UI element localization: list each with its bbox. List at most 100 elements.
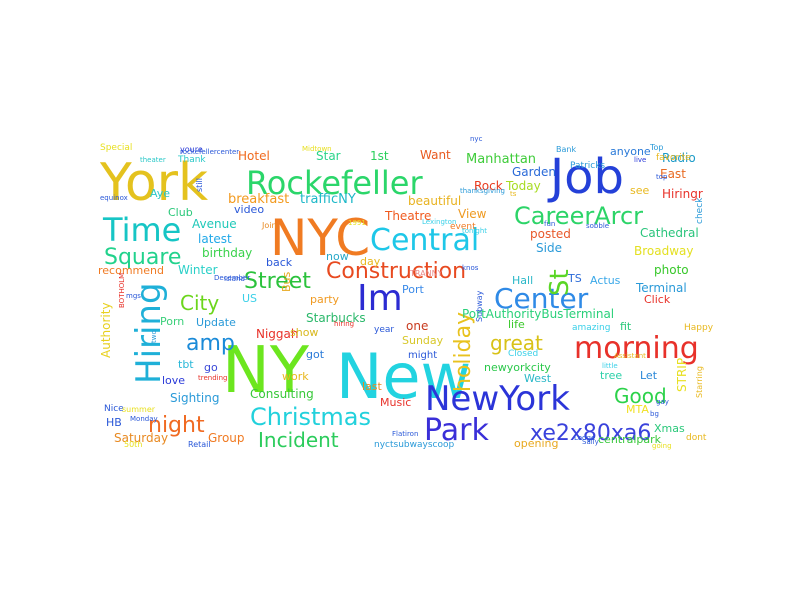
- word-cloud-word: favorite: [656, 153, 691, 163]
- word-cloud-word: Top: [649, 143, 664, 152]
- word-cloud-word: dont: [686, 433, 707, 443]
- word-cloud-word: Sally: [582, 438, 599, 446]
- word-cloud-word: BOTHOLM: [118, 273, 126, 308]
- word-cloud-word: tbt: [178, 358, 194, 371]
- word-cloud-word: Starbucks: [306, 311, 366, 325]
- word-cloud-word: Square: [104, 245, 181, 270]
- word-cloud-word: Broadway: [634, 244, 693, 258]
- word-cloud-word: Midtown: [302, 145, 332, 153]
- word-cloud-word: Hiringr: [662, 187, 703, 201]
- word-cloud-word: Bank: [556, 145, 576, 154]
- word-cloud-word: year: [374, 325, 394, 335]
- word-cloud-word: Good: [614, 384, 667, 408]
- word-cloud-word: centralpark: [598, 433, 662, 446]
- word-cloud-word: NewYork: [425, 379, 570, 419]
- word-cloud-word: one: [406, 319, 428, 333]
- word-cloud-word: Saturday: [114, 431, 168, 445]
- word-cloud-word: Hall: [512, 274, 533, 287]
- word-cloud-word: Subway: [475, 290, 484, 322]
- word-cloud-word: still: [195, 178, 204, 192]
- word-cloud-word: MTA: [626, 403, 649, 416]
- word-cloud-word: ts: [510, 190, 517, 198]
- word-cloud-word: opening: [514, 437, 558, 450]
- word-cloud-word: Center: [494, 282, 589, 315]
- word-cloud-word: see: [630, 184, 649, 197]
- word-cloud-word: sobble: [586, 222, 609, 230]
- word-cloud-word: going: [652, 442, 672, 450]
- word-cloud-word: Manhattan: [466, 152, 536, 167]
- word-cloud-word: Niggah: [256, 327, 299, 341]
- word-cloud-word: Aye: [150, 187, 170, 200]
- word-cloud-word: Actus: [590, 274, 621, 287]
- word-cloud-word: youre: [180, 145, 203, 154]
- word-cloud-word: Street: [244, 269, 311, 294]
- word-cloud-word: Music: [380, 396, 411, 409]
- word-cloud-word: mgs: [126, 292, 141, 300]
- word-cloud-word: holiday: [451, 312, 476, 392]
- word-cloud-word: East: [660, 167, 686, 181]
- word-cloud-word: Construction: [326, 259, 466, 284]
- word-cloud-word: Club: [168, 206, 193, 219]
- word-cloud-word: Let: [640, 369, 658, 382]
- word-cloud-word: Hiring: [129, 282, 169, 384]
- word-cloud-word: Winter: [178, 263, 218, 277]
- word-cloud-word: Garden: [512, 165, 556, 179]
- word-cloud-word: Flatiron: [392, 430, 418, 438]
- word-cloud-word: bg: [650, 410, 659, 418]
- word-cloud-word: last: [362, 380, 383, 393]
- word-cloud-word: Want: [420, 148, 451, 162]
- word-cloud-word: morning: [574, 331, 699, 366]
- word-cloud-word: Lodge: [574, 434, 595, 442]
- word-cloud-word: live: [634, 156, 646, 164]
- word-cloud-word: TS: [567, 272, 582, 285]
- word-cloud-word: CareerArcr: [514, 202, 643, 230]
- word-cloud-word: West: [524, 372, 552, 385]
- word-cloud-word: STRIP: [675, 358, 689, 392]
- word-cloud-word: Lexington: [422, 218, 456, 226]
- word-cloud-word: Bus: [280, 271, 293, 292]
- word-cloud-word: Starring: [695, 366, 704, 398]
- word-cloud-word: little: [602, 362, 618, 370]
- word-cloud-word: trafficNY: [300, 192, 356, 207]
- word-cloud-word: amp: [186, 331, 235, 356]
- word-cloud-word: party: [310, 293, 340, 306]
- word-cloud-word: York: [99, 153, 208, 213]
- word-cloud-word: Consulting: [250, 387, 314, 401]
- word-cloud-word: fun: [544, 220, 555, 228]
- word-cloud-word: Job: [547, 149, 624, 205]
- word-cloud-word: Christmas: [250, 403, 371, 431]
- word-cloud-word: breakfast: [228, 192, 289, 207]
- word-cloud-word: Side: [536, 241, 562, 255]
- word-cloud-word: New: [336, 340, 471, 413]
- word-cloud-word: Theatre: [384, 209, 431, 223]
- word-cloud-word: summer: [122, 405, 156, 414]
- word-cloud-word: Nice: [104, 404, 124, 414]
- word-cloud-word: check: [695, 197, 705, 224]
- word-cloud-word: knos: [462, 264, 479, 272]
- word-cloud-word: go: [204, 361, 218, 374]
- word-cloud-word: 1991: [348, 219, 366, 227]
- word-cloud-word: St: [545, 269, 575, 296]
- word-cloud-word: great: [490, 331, 543, 355]
- word-cloud-word: Monday: [130, 415, 158, 423]
- word-cloud-word: Hotel: [238, 149, 270, 163]
- word-cloud-word: Port: [402, 283, 424, 296]
- word-cloud-word: Authority: [99, 302, 113, 358]
- word-cloud-word: posted: [530, 227, 571, 241]
- word-cloud-word: might: [408, 350, 437, 361]
- word-cloud-word: beautiful: [408, 194, 461, 208]
- word-cloud-word: Time: [102, 211, 181, 249]
- word-cloud-word: tree: [600, 369, 622, 382]
- word-cloud-word: NYC: [270, 209, 370, 267]
- word-cloud-word: top: [656, 173, 668, 181]
- word-cloud-word: fit: [620, 320, 632, 333]
- word-cloud-word: night: [148, 413, 205, 438]
- word-cloud-word: video: [234, 203, 264, 216]
- word-cloud-word: day: [360, 255, 381, 268]
- word-cloud-word: Park: [424, 413, 489, 448]
- word-cloud-word: nyctsubwayscoop: [374, 440, 454, 450]
- word-cloud-word: photo: [654, 263, 689, 277]
- word-cloud-words: New NY NYC York Job Rockefeller Central NewYork…: [98, 135, 714, 452]
- word-cloud-word: equinox: [100, 194, 128, 202]
- word-cloud-word: Xmas: [654, 422, 685, 435]
